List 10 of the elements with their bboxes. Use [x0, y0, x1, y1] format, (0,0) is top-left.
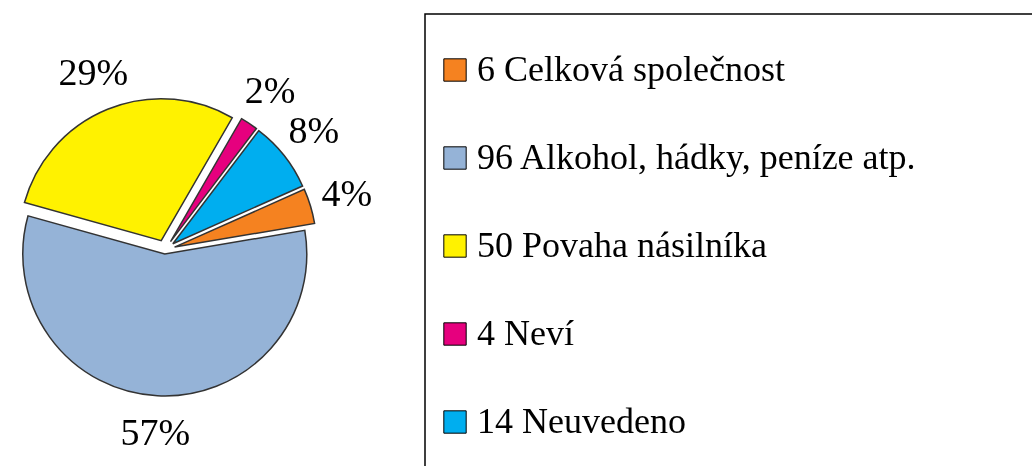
legend-label: 4 Neví: [477, 313, 574, 353]
data-label: 8%: [288, 108, 340, 151]
data-label: 4%: [321, 172, 373, 215]
legend-label: 6 Celková společnost: [477, 49, 785, 89]
legend-label: 50 Povaha násilníka: [477, 225, 767, 265]
legend-label: 14 Neuvedeno: [477, 401, 686, 441]
data-label: 2%: [244, 68, 296, 111]
data-label: 57%: [120, 410, 191, 453]
data-label: 29%: [58, 51, 129, 94]
legend-label: 96 Alkohol, hádky, peníze atp.: [477, 137, 916, 177]
